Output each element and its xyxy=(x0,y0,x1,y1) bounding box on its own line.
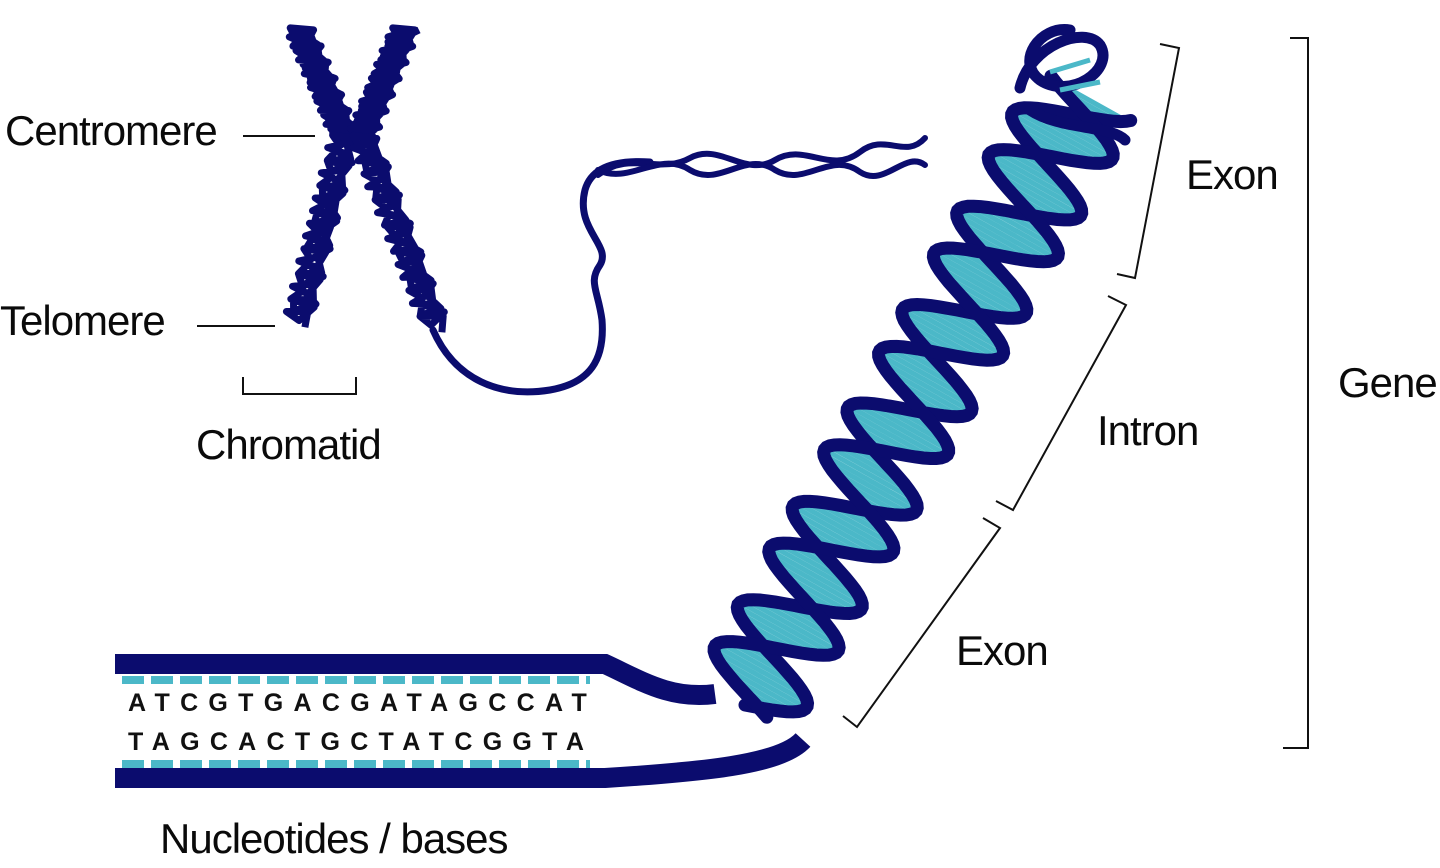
base-pair-rung xyxy=(745,597,840,654)
base-pair-rung xyxy=(795,500,892,557)
base-pair-rung xyxy=(715,655,808,710)
nucleotides-caption: Nucleotides / bases xyxy=(160,815,509,862)
base-pair-rung xyxy=(767,547,863,604)
base-pair-rung xyxy=(1013,107,1110,165)
exon-top-bracket xyxy=(1116,43,1181,280)
base-pair-rung xyxy=(900,307,994,363)
intron-bracket xyxy=(995,295,1128,512)
chromatid-right-lower-coil xyxy=(349,131,448,333)
helix-strand-b xyxy=(707,69,1120,724)
gene-bracket xyxy=(1283,37,1309,749)
exon-bottom-label: Exon xyxy=(956,627,1049,674)
base-pair-rung xyxy=(936,264,1026,318)
base-pair-rung xyxy=(822,452,919,510)
base-pair-rung xyxy=(738,600,835,657)
exon-bottom-bracket xyxy=(842,517,1002,729)
base-pair-rung xyxy=(988,151,1081,206)
intron-label: Intron xyxy=(1097,407,1199,454)
base-pair-rung xyxy=(878,358,973,414)
base-pair-rung xyxy=(986,155,1083,213)
base-pair-rung xyxy=(847,403,944,460)
centromere-label: Centromere xyxy=(5,107,218,154)
base-pair-rung xyxy=(989,162,1083,218)
base-pair-rung xyxy=(956,207,1052,264)
base-pair-rung xyxy=(768,553,864,610)
twisted-fiber xyxy=(595,135,928,179)
base-pair-rung xyxy=(862,400,951,453)
sequence-strand-bottom: TAGCACTGCTATCGGTA xyxy=(128,728,595,756)
annotation-lines xyxy=(197,37,1309,749)
chromatid-bracket xyxy=(242,377,357,395)
exon-top-label: Exon xyxy=(1186,151,1279,198)
base-pair-rung xyxy=(877,351,973,409)
base-pair-rung xyxy=(932,251,1027,307)
base-pair-rung xyxy=(736,604,827,658)
chromatid-right-upper-coil xyxy=(346,24,421,143)
loose-dna-strand xyxy=(429,158,654,396)
base-pair-rung xyxy=(1010,111,1102,166)
base-pair-rung xyxy=(879,347,970,401)
base-pair-rung xyxy=(904,304,1001,361)
chromatid-left-upper-coil xyxy=(285,24,360,143)
flat-dna-segment xyxy=(115,654,811,788)
helix-top-loop xyxy=(1014,24,1131,146)
base-pair-rung xyxy=(772,562,861,614)
base-pair-rung xyxy=(712,648,809,705)
base-pair-rung xyxy=(932,256,1029,314)
telomere-label: Telomere xyxy=(0,297,166,344)
base-pair-rung xyxy=(911,302,1005,358)
base-pair-rung xyxy=(853,401,949,458)
chromatid-left-lower-coil xyxy=(282,131,361,328)
base-pair-rung xyxy=(713,643,807,698)
base-pair-rung xyxy=(791,503,885,559)
double-helix xyxy=(707,69,1138,724)
chromosome xyxy=(282,24,448,333)
sequence-strand-top: ATCGTGACGATAGCCAT xyxy=(128,689,598,717)
chromatid-label: Chromatid xyxy=(196,421,382,468)
base-pair-rung xyxy=(845,408,935,461)
base-pair-rung xyxy=(825,460,917,514)
base-pair-rung xyxy=(970,204,1060,257)
base-pair-rung xyxy=(803,499,895,554)
base-pair-rung xyxy=(770,543,860,596)
base-pair-rung xyxy=(823,447,917,503)
base-pair-rung xyxy=(962,204,1058,261)
chromatid-right xyxy=(346,24,448,333)
gene-label: Gene xyxy=(1338,359,1438,406)
chromatid-left xyxy=(282,24,361,328)
